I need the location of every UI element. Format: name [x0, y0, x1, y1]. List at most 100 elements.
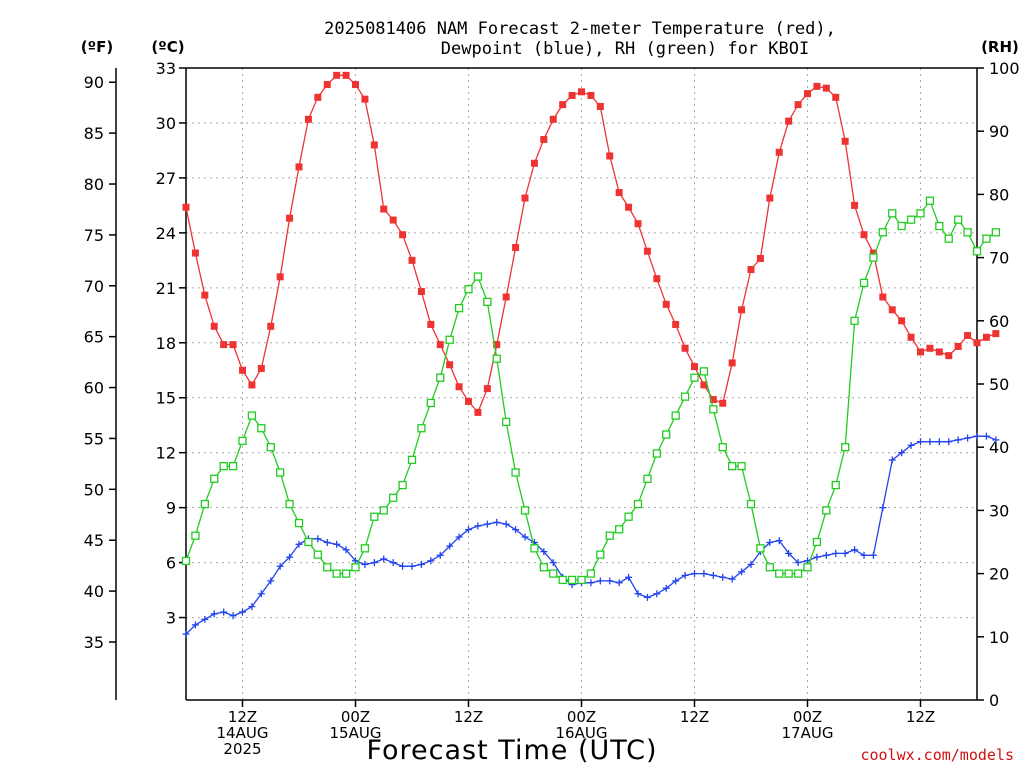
data-point: [926, 344, 934, 352]
fahrenheit-tick-label: 70: [84, 277, 104, 296]
data-point: [182, 630, 190, 638]
data-point: [606, 152, 614, 160]
data-point: [342, 71, 350, 79]
data-point: [191, 621, 199, 629]
data-point: [220, 608, 228, 616]
x-tick-label: 12Z: [228, 708, 257, 726]
data-point: [794, 101, 802, 109]
data-point: [624, 512, 633, 521]
data-point: [474, 522, 482, 530]
rh-tick-label: 20: [989, 565, 1009, 584]
data-point: [860, 231, 868, 239]
data-point: [229, 341, 237, 349]
data-point: [586, 569, 596, 578]
fahrenheit-tick-label: 35: [84, 633, 104, 652]
celsius-tick-label: 33: [156, 59, 176, 78]
data-point: [728, 462, 737, 471]
data-point: [427, 320, 435, 328]
data-point: [380, 555, 388, 563]
data-point: [719, 399, 727, 407]
data-point: [427, 557, 435, 565]
credit-text: coolwx.com/models: [860, 746, 1014, 764]
data-point: [239, 366, 246, 374]
fahrenheit-tick-label: 40: [84, 582, 104, 601]
fahrenheit-tick-label: 85: [84, 124, 104, 143]
celsius-tick-label: 24: [156, 224, 176, 243]
data-point: [813, 82, 821, 90]
data-point: [982, 333, 990, 341]
data-point: [615, 579, 623, 587]
data-point: [672, 320, 680, 328]
x-tick-label: 00Z: [567, 708, 596, 726]
data-point: [925, 196, 935, 205]
data-point: [690, 373, 699, 382]
data-point: [898, 317, 906, 325]
data-point: [615, 525, 624, 534]
rh-tick-label: 90: [989, 122, 1009, 141]
fahrenheit-tick-label: 45: [84, 531, 104, 550]
rh-tick-label: 40: [989, 438, 1009, 457]
data-point: [596, 550, 605, 559]
data-point: [691, 363, 698, 371]
axes: 3 6 9 12 15 18 21 24 27 30 33 35 40 45 50 55 60 65 70 75 80 8…: [84, 59, 1020, 758]
data-point: [841, 443, 850, 452]
data-point: [436, 373, 445, 382]
data-point: [577, 575, 586, 585]
data-point: [352, 557, 359, 565]
data-point: [832, 549, 840, 557]
data-point: [935, 221, 944, 231]
data-point: [596, 102, 604, 110]
data-point: [747, 266, 755, 274]
data-point: [398, 480, 407, 490]
x-tick-label: 12Z: [680, 708, 709, 726]
x-tick-label: 15AUG: [330, 724, 382, 742]
x-tick-label: 17AUG: [782, 724, 834, 742]
data-point: [803, 563, 812, 572]
data-point: [992, 436, 1000, 444]
data-point: [860, 551, 868, 559]
data-point: [879, 293, 887, 301]
celsius-tick-label: 15: [156, 389, 176, 408]
fahrenheit-tick-label: 60: [84, 379, 104, 398]
data-point: [737, 462, 746, 471]
series-line: [185, 74, 997, 414]
data-point: [361, 95, 369, 103]
fahrenheit-tick-label: 50: [84, 480, 104, 499]
data-point: [859, 278, 869, 288]
celsius-unit-label: (ºC): [151, 38, 184, 56]
data-point: [446, 542, 454, 550]
data-point: [389, 559, 397, 567]
data-point: [935, 438, 943, 446]
rh-tick-label: 100: [989, 59, 1020, 78]
data-point: [944, 234, 953, 243]
data-point: [775, 569, 784, 578]
data-point: [766, 538, 774, 546]
x-tick-label: 14AUG: [217, 724, 269, 742]
data-point: [804, 90, 811, 98]
data-point: [973, 339, 981, 347]
data-point: [747, 560, 755, 568]
data-point: [700, 381, 708, 389]
data-point: [709, 571, 717, 579]
data-point: [361, 560, 369, 568]
data-point: [765, 563, 774, 572]
data-point: [267, 577, 275, 585]
data-point: [286, 553, 294, 561]
data-point: [399, 562, 407, 570]
data-point: [502, 520, 510, 528]
data-point: [587, 91, 595, 99]
data-point: [379, 506, 388, 515]
data-point: [793, 569, 803, 578]
data-point: [540, 548, 548, 556]
data-point: [436, 341, 444, 349]
data-point: [276, 273, 284, 281]
data-point: [812, 537, 822, 547]
data-point: [229, 612, 237, 620]
data-point: [596, 577, 604, 585]
data-point: [323, 563, 332, 572]
rh-tick-label: 0: [989, 691, 999, 710]
data-point: [247, 411, 257, 420]
celsius-tick-label: 9: [166, 499, 176, 518]
data-point: [906, 215, 916, 224]
